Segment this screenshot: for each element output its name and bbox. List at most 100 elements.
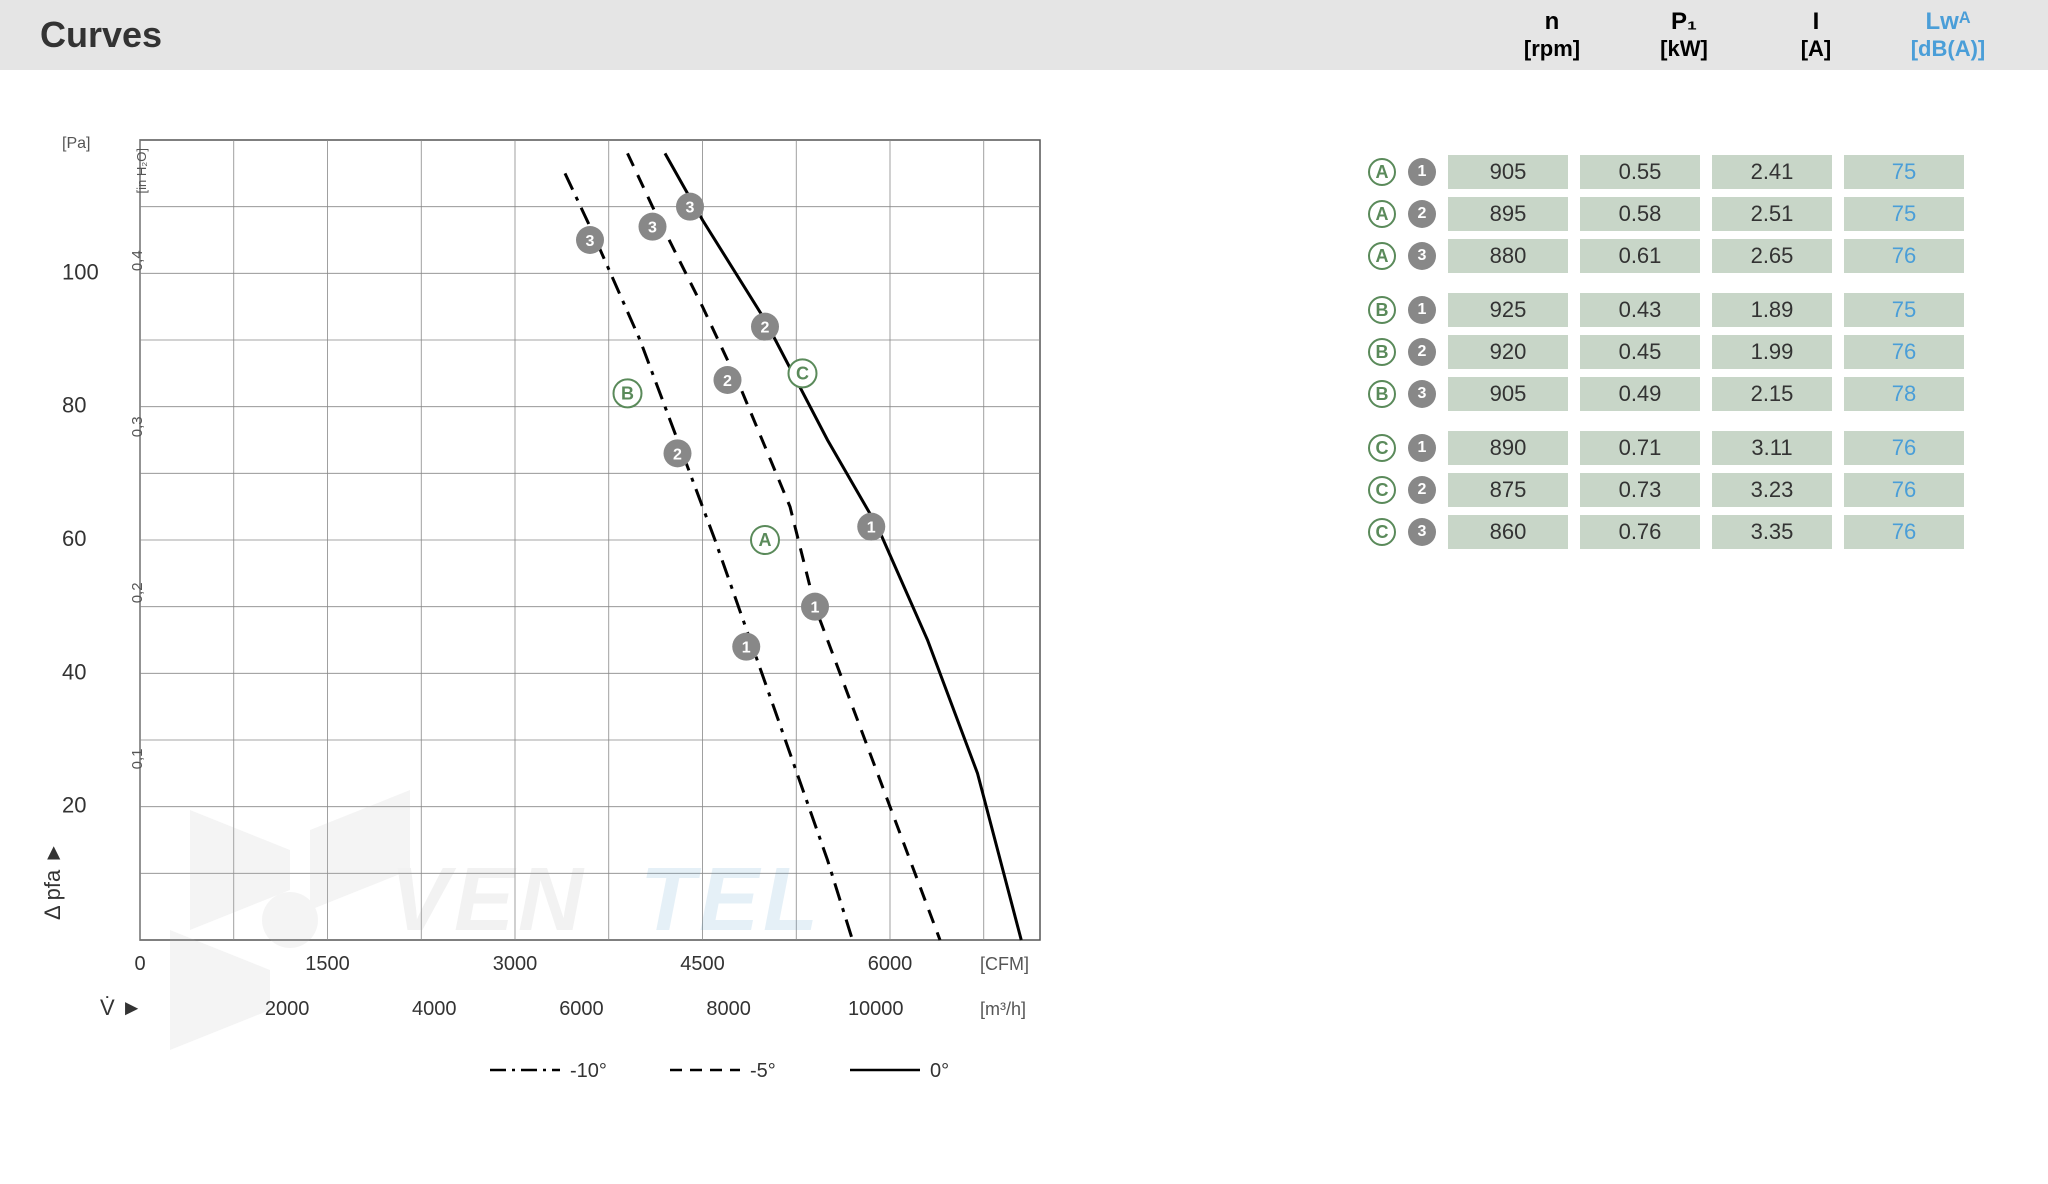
svg-text:0°: 0°	[930, 1060, 949, 1082]
cell-i: 3.35	[1712, 515, 1832, 549]
svg-text:[CFM]: [CFM]	[980, 954, 1029, 974]
badge-letter: B	[1368, 296, 1396, 324]
cell-lw: 76	[1844, 239, 1964, 273]
cell-i: 1.89	[1712, 293, 1832, 327]
badge-letter: C	[1368, 518, 1396, 546]
cell-p: 0.71	[1580, 431, 1700, 465]
svg-text:2000: 2000	[265, 998, 310, 1020]
svg-text:2: 2	[673, 446, 682, 463]
badge-num: 2	[1408, 200, 1436, 228]
cell-n: 890	[1448, 431, 1568, 465]
table-group: C 1 890 0.71 3.11 76 C 2 875 0.73 3.23 7…	[1368, 431, 2008, 549]
cell-p: 0.61	[1580, 239, 1700, 273]
cell-p: 0.76	[1580, 515, 1700, 549]
badge-letter: B	[1368, 338, 1396, 366]
table-row: C 3 860 0.76 3.35 76	[1368, 515, 2008, 549]
badge-num: 1	[1408, 434, 1436, 462]
badge-num: 2	[1408, 476, 1436, 504]
badge-num: 1	[1408, 296, 1436, 324]
table-row: B 1 925 0.43 1.89 75	[1368, 293, 2008, 327]
svg-text:6000: 6000	[559, 998, 604, 1020]
cell-i: 2.51	[1712, 197, 1832, 231]
table-group: A 1 905 0.55 2.41 75 A 2 895 0.58 2.51 7…	[1368, 155, 2008, 273]
svg-text:[m³/h]: [m³/h]	[980, 999, 1026, 1019]
cell-lw: 78	[1844, 377, 1964, 411]
cell-p: 0.73	[1580, 473, 1700, 507]
svg-text:1: 1	[811, 600, 820, 617]
svg-text:0,2: 0,2	[129, 582, 146, 603]
cell-n: 925	[1448, 293, 1568, 327]
cell-i: 3.23	[1712, 473, 1832, 507]
svg-text:1: 1	[742, 640, 751, 657]
svg-text:V̇ ►: V̇ ►	[100, 995, 143, 1020]
badge-letter: C	[1368, 476, 1396, 504]
cell-lw: 76	[1844, 515, 1964, 549]
svg-text:[Pa]: [Pa]	[62, 135, 90, 152]
cell-p: 0.43	[1580, 293, 1700, 327]
badge-num: 3	[1408, 380, 1436, 408]
table-row: A 2 895 0.58 2.51 75	[1368, 197, 2008, 231]
chart-svg: 20406080100[Pa][in H₂O]0,10,20,30,401500…	[30, 130, 1090, 1130]
svg-text:Δ pfa ►: Δ pfa ►	[40, 842, 65, 920]
svg-text:1: 1	[867, 520, 876, 537]
svg-text:10000: 10000	[848, 998, 904, 1020]
svg-text:3: 3	[586, 233, 595, 250]
badge-num: 3	[1408, 518, 1436, 546]
svg-text:A: A	[759, 530, 772, 550]
svg-text:3000: 3000	[493, 953, 538, 975]
cell-lw: 75	[1844, 155, 1964, 189]
header-columns: n[rpm] P₁[kW] I[A] Lwᴬ[dB(A)]	[1492, 8, 2008, 62]
svg-text:4500: 4500	[680, 953, 725, 975]
svg-text:40: 40	[62, 659, 86, 684]
cell-p: 0.58	[1580, 197, 1700, 231]
badge-letter: A	[1368, 242, 1396, 270]
col-lw: Lwᴬ[dB(A)]	[1888, 8, 2008, 62]
table-row: C 1 890 0.71 3.11 76	[1368, 431, 2008, 465]
svg-text:20: 20	[62, 793, 86, 818]
svg-text:8000: 8000	[706, 998, 751, 1020]
svg-text:1500: 1500	[305, 953, 350, 975]
data-table: A 1 905 0.55 2.41 75 A 2 895 0.58 2.51 7…	[1368, 155, 2008, 569]
cell-n: 920	[1448, 335, 1568, 369]
svg-text:3: 3	[648, 220, 657, 237]
badge-letter: B	[1368, 380, 1396, 408]
svg-text:C: C	[796, 363, 809, 383]
svg-text:[in H₂O]: [in H₂O]	[134, 148, 149, 194]
table-row: A 1 905 0.55 2.41 75	[1368, 155, 2008, 189]
svg-text:60: 60	[62, 526, 86, 551]
svg-text:B: B	[621, 383, 634, 403]
svg-text:-10°: -10°	[570, 1060, 607, 1082]
svg-text:2: 2	[723, 373, 732, 390]
cell-p: 0.55	[1580, 155, 1700, 189]
badge-num: 1	[1408, 158, 1436, 186]
svg-text:100: 100	[62, 259, 99, 284]
cell-lw: 76	[1844, 335, 1964, 369]
header-bar: Curves n[rpm] P₁[kW] I[A] Lwᴬ[dB(A)]	[0, 0, 2048, 70]
cell-lw: 75	[1844, 293, 1964, 327]
col-n: n[rpm]	[1492, 8, 1612, 62]
table-group: B 1 925 0.43 1.89 75 B 2 920 0.45 1.99 7…	[1368, 293, 2008, 411]
header-title: Curves	[40, 14, 162, 56]
svg-text:4000: 4000	[412, 998, 457, 1020]
cell-i: 2.65	[1712, 239, 1832, 273]
chart-area: 20406080100[Pa][in H₂O]0,10,20,30,401500…	[30, 130, 1090, 1130]
badge-letter: A	[1368, 158, 1396, 186]
cell-lw: 76	[1844, 431, 1964, 465]
badge-num: 3	[1408, 242, 1436, 270]
cell-lw: 75	[1844, 197, 1964, 231]
cell-n: 905	[1448, 155, 1568, 189]
cell-p: 0.49	[1580, 377, 1700, 411]
svg-text:0,1: 0,1	[129, 749, 146, 770]
badge-letter: C	[1368, 434, 1396, 462]
table-row: C 2 875 0.73 3.23 76	[1368, 473, 2008, 507]
cell-lw: 76	[1844, 473, 1964, 507]
cell-i: 2.15	[1712, 377, 1832, 411]
cell-n: 860	[1448, 515, 1568, 549]
svg-text:80: 80	[62, 393, 86, 418]
cell-n: 905	[1448, 377, 1568, 411]
badge-num: 2	[1408, 338, 1436, 366]
cell-i: 1.99	[1712, 335, 1832, 369]
badge-letter: A	[1368, 200, 1396, 228]
svg-text:0,4: 0,4	[129, 250, 146, 271]
cell-n: 880	[1448, 239, 1568, 273]
